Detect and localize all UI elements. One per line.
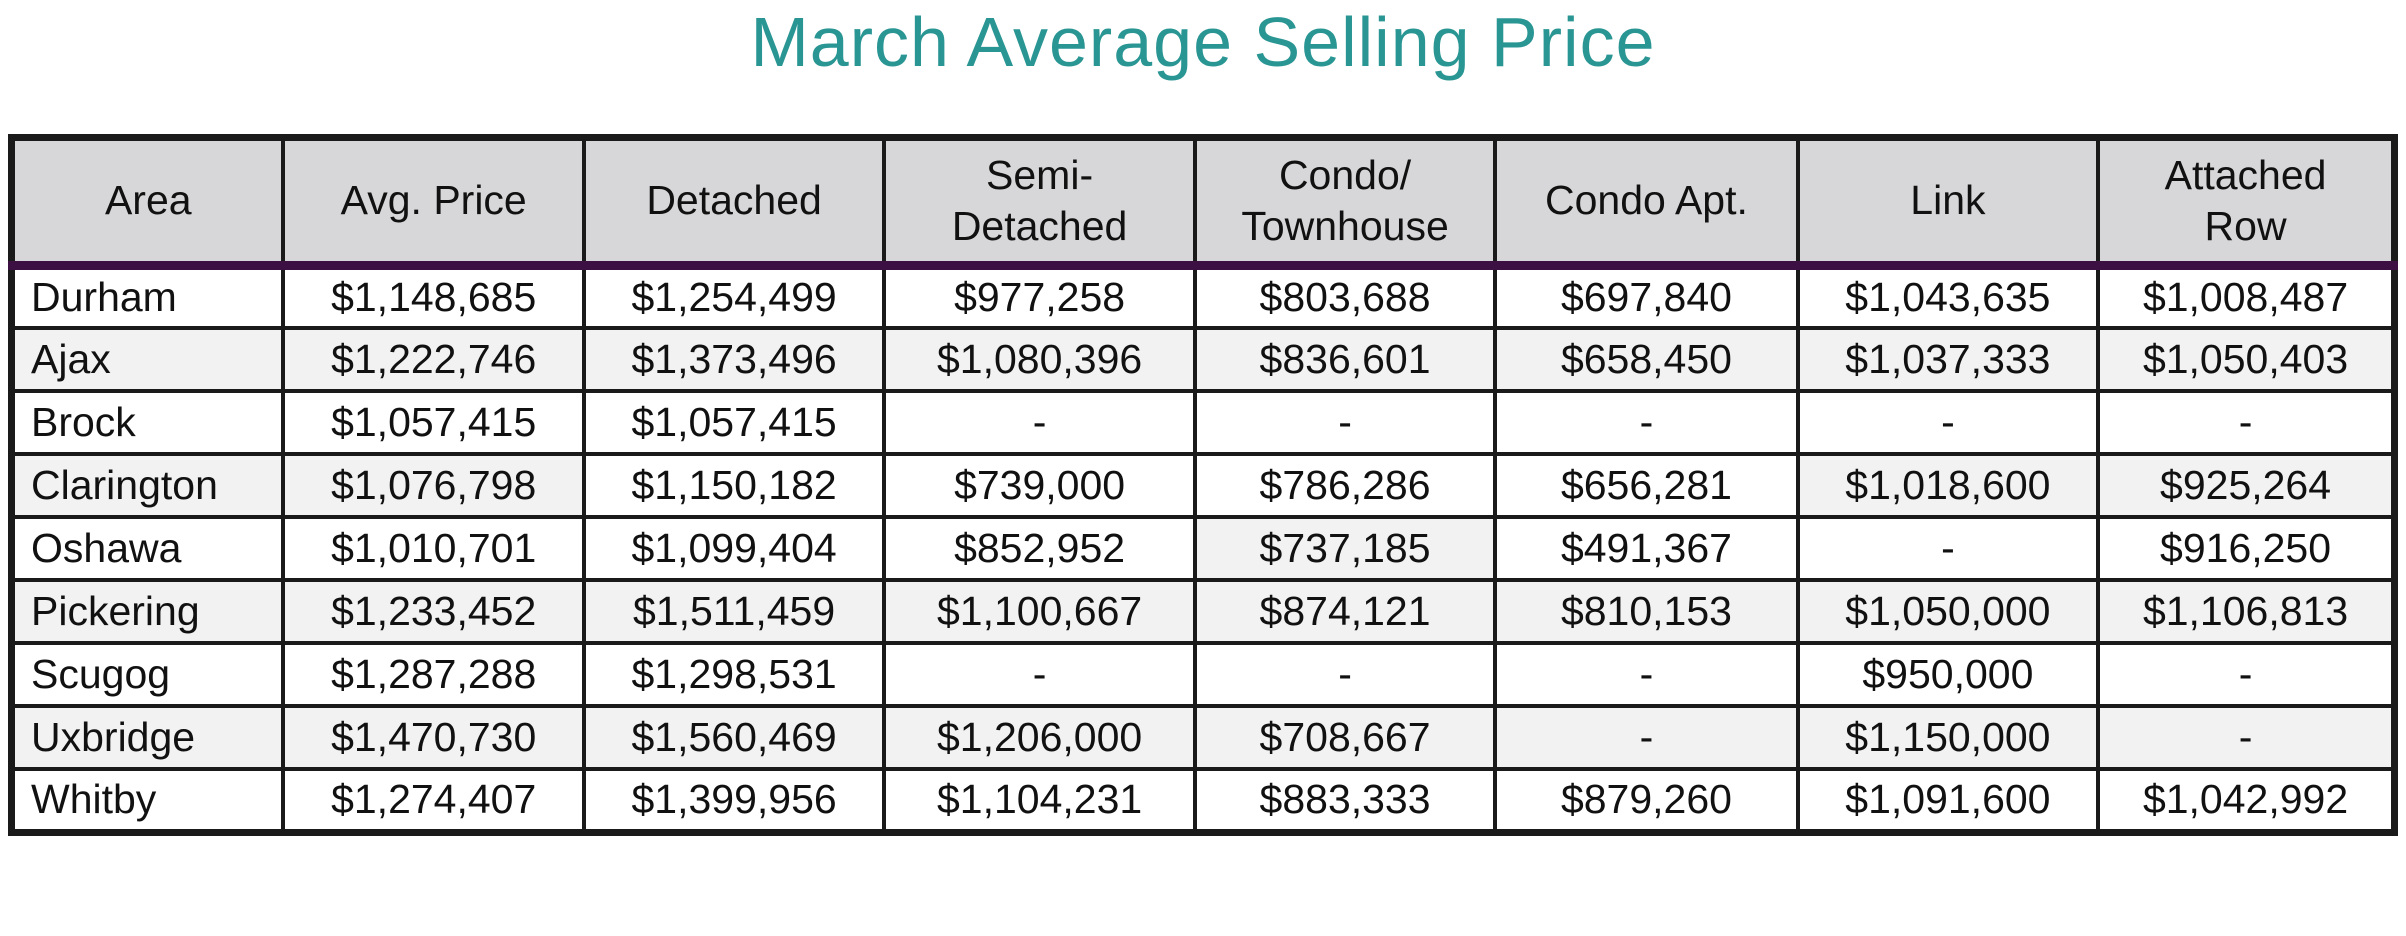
page-title: March Average Selling Price <box>750 3 1656 81</box>
cell-brock-condo-townhouse: - <box>1192 389 1498 456</box>
cell-durham-area: Durham <box>9 263 286 330</box>
cell-scugog-detached: $1,298,531 <box>581 641 887 708</box>
cell-pickering-avg-price: $1,233,452 <box>281 578 586 645</box>
cell-durham-link: $1,043,635 <box>1795 263 2101 330</box>
cell-whitby-detached: $1,399,956 <box>581 767 887 834</box>
table-row-oshawa: Oshawa $1,010,701 $1,099,404 $852,952 $737,1… <box>9 515 2397 582</box>
cell-uxbridge-condo-apt: - <box>1493 704 1800 771</box>
table-row-durham: Durham $1,148,685 $1,254,499 $977,258 $803,6… <box>9 263 2397 330</box>
cell-pickering-link: $1,050,000 <box>1795 578 2101 645</box>
cell-clarington-attached-row: $925,264 <box>2096 452 2397 519</box>
cell-durham-avg-price: $1,148,685 <box>281 263 586 330</box>
cell-ajax-semi-detached: $1,080,396 <box>882 326 1197 393</box>
column-header-condo-apt: Condo Apt. <box>1493 135 1800 270</box>
table-row-clarington: Clarington $1,076,798 $1,150,182 $739,000 $7… <box>9 452 2397 519</box>
cell-ajax-condo-apt: $658,450 <box>1493 326 1800 393</box>
cell-whitby-area: Whitby <box>9 767 286 834</box>
cell-scugog-avg-price: $1,287,288 <box>281 641 586 708</box>
cell-whitby-semi-detached: $1,104,231 <box>882 767 1197 834</box>
cell-oshawa-semi-detached: $852,952 <box>882 515 1197 582</box>
cell-whitby-attached-row: $1,042,992 <box>2096 767 2397 834</box>
cell-whitby-avg-price: $1,274,407 <box>281 767 586 834</box>
cell-oshawa-detached: $1,099,404 <box>581 515 887 582</box>
cell-brock-avg-price: $1,057,415 <box>281 389 586 456</box>
table-row-pickering: Pickering $1,233,452 $1,511,459 $1,100,667 $… <box>9 578 2397 645</box>
column-header-attached-row: Attached Row <box>2096 135 2397 270</box>
cell-clarington-detached: $1,150,182 <box>581 452 887 519</box>
cell-ajax-avg-price: $1,222,746 <box>281 326 586 393</box>
cell-brock-attached-row: - <box>2096 389 2397 456</box>
cell-scugog-semi-detached: - <box>882 641 1197 708</box>
cell-ajax-area: Ajax <box>9 326 286 393</box>
table-row-uxbridge: Uxbridge $1,470,730 $1,560,469 $1,206,000 $7… <box>9 704 2397 771</box>
cell-whitby-condo-apt: $879,260 <box>1493 767 1800 834</box>
cell-clarington-condo-apt: $656,281 <box>1493 452 1800 519</box>
cell-uxbridge-avg-price: $1,470,730 <box>281 704 586 771</box>
cell-uxbridge-link: $1,150,000 <box>1795 704 2101 771</box>
cell-brock-link: - <box>1795 389 2101 456</box>
cell-whitby-condo-townhouse: $883,333 <box>1192 767 1498 834</box>
column-header-condo-townhouse: Condo/ Townhouse <box>1192 135 1498 270</box>
cell-pickering-condo-apt: $810,153 <box>1493 578 1800 645</box>
cell-uxbridge-attached-row: - <box>2096 704 2397 771</box>
cell-scugog-attached-row: - <box>2096 641 2397 708</box>
column-header-link: Link <box>1795 135 2101 270</box>
cell-oshawa-link: - <box>1795 515 2101 582</box>
cell-clarington-link: $1,018,600 <box>1795 452 2101 519</box>
column-header-semi-detached: Semi- Detached <box>882 135 1197 270</box>
cell-oshawa-attached-row: $916,250 <box>2096 515 2397 582</box>
cell-uxbridge-area: Uxbridge <box>9 704 286 771</box>
cell-ajax-detached: $1,373,496 <box>581 326 887 393</box>
cell-scugog-link: $950,000 <box>1795 641 2101 708</box>
cell-oshawa-avg-price: $1,010,701 <box>281 515 586 582</box>
cell-ajax-attached-row: $1,050,403 <box>2096 326 2397 393</box>
cell-pickering-area: Pickering <box>9 578 286 645</box>
cell-uxbridge-detached: $1,560,469 <box>581 704 887 771</box>
report-page: March Average Selling Price Area Avg. Pri… <box>8 3 2398 836</box>
cell-brock-detached: $1,057,415 <box>581 389 887 456</box>
average-price-table: Area Avg. Price Detached Semi- Detached Cond… <box>8 133 2398 836</box>
table-row-ajax: Ajax $1,222,746 $1,373,496 $1,080,396 $836,6… <box>9 326 2397 393</box>
column-header-avg-price: Avg. Price <box>281 135 586 270</box>
cell-brock-area: Brock <box>9 389 286 456</box>
cell-durham-attached-row: $1,008,487 <box>2096 263 2397 330</box>
cell-clarington-avg-price: $1,076,798 <box>281 452 586 519</box>
cell-pickering-detached: $1,511,459 <box>581 578 887 645</box>
cell-pickering-semi-detached: $1,100,667 <box>882 578 1197 645</box>
cell-oshawa-condo-townhouse: $737,185 <box>1192 515 1498 582</box>
table-row-brock: Brock $1,057,415 $1,057,415- - - - - <box>9 389 2397 456</box>
cell-clarington-area: Clarington <box>9 452 286 519</box>
cell-scugog-condo-apt: - <box>1493 641 1800 708</box>
cell-durham-detached: $1,254,499 <box>581 263 887 330</box>
table-header-row: Area Avg. Price Detached Semi- Detached Cond… <box>9 135 2397 270</box>
cell-durham-condo-apt: $697,840 <box>1493 263 1800 330</box>
cell-pickering-condo-townhouse: $874,121 <box>1192 578 1498 645</box>
cell-durham-condo-townhouse: $803,688 <box>1192 263 1498 330</box>
cell-uxbridge-condo-townhouse: $708,667 <box>1192 704 1498 771</box>
cell-oshawa-condo-apt: $491,367 <box>1493 515 1800 582</box>
cell-brock-condo-apt: - <box>1493 389 1800 456</box>
cell-pickering-attached-row: $1,106,813 <box>2096 578 2397 645</box>
cell-scugog-condo-townhouse: - <box>1192 641 1498 708</box>
cell-ajax-link: $1,037,333 <box>1795 326 2101 393</box>
column-header-detached: Detached <box>581 135 887 270</box>
cell-oshawa-area: Oshawa <box>9 515 286 582</box>
column-header-area: Area <box>9 135 286 270</box>
table-row-scugog: Scugog $1,287,288 $1,298,531- - - $950,000- <box>9 641 2397 708</box>
cell-durham-semi-detached: $977,258 <box>882 263 1197 330</box>
cell-clarington-condo-townhouse: $786,286 <box>1192 452 1498 519</box>
cell-clarington-semi-detached: $739,000 <box>882 452 1197 519</box>
cell-brock-semi-detached: - <box>882 389 1197 456</box>
table-row-whitby: Whitby $1,274,407 $1,399,956 $1,104,231 $883… <box>9 767 2397 834</box>
cell-uxbridge-semi-detached: $1,206,000 <box>882 704 1197 771</box>
cell-scugog-area: Scugog <box>9 641 286 708</box>
cell-ajax-condo-townhouse: $836,601 <box>1192 326 1498 393</box>
cell-whitby-link: $1,091,600 <box>1795 767 2101 834</box>
